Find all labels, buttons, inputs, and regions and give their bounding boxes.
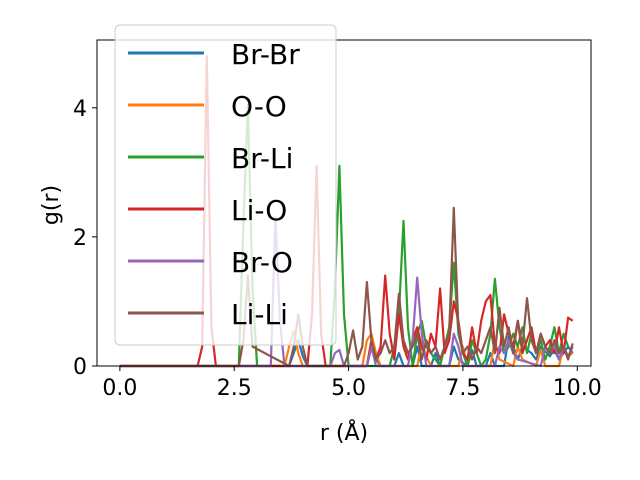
axes-frame [96, 39, 592, 367]
x-tick-label: 2.5 [217, 376, 252, 401]
legend-label-br-br: Br-Br [231, 38, 300, 71]
x-tick-label: 0.0 [102, 376, 137, 401]
y-axis-label: g(r) [39, 185, 64, 225]
legend-label-o-o: O-O [231, 90, 287, 123]
x-axis: 0.0 2.5 5.0 7.5 10.0 [102, 366, 602, 401]
legend-label-br-o: Br-O [231, 246, 293, 279]
legend-label-li-li: Li-Li [231, 298, 288, 331]
x-axis-label: r (Å) [320, 419, 368, 446]
x-tick-label: 5.0 [331, 376, 366, 401]
x-tick-label: 7.5 [445, 376, 480, 401]
legend-label-li-o: Li-O [231, 194, 287, 227]
legend: Br-Br O-O Br-Li Li-O Br-O Li-Li [114, 24, 337, 346]
y-tick-label: 4 [73, 97, 87, 122]
y-axis: 0 2 4 [73, 97, 97, 380]
legend-box [114, 24, 337, 346]
y-tick-label: 2 [73, 226, 87, 251]
x-tick-label: 10.0 [553, 376, 602, 401]
y-tick-label: 0 [73, 355, 87, 380]
legend-label-br-li: Br-Li [231, 142, 293, 175]
